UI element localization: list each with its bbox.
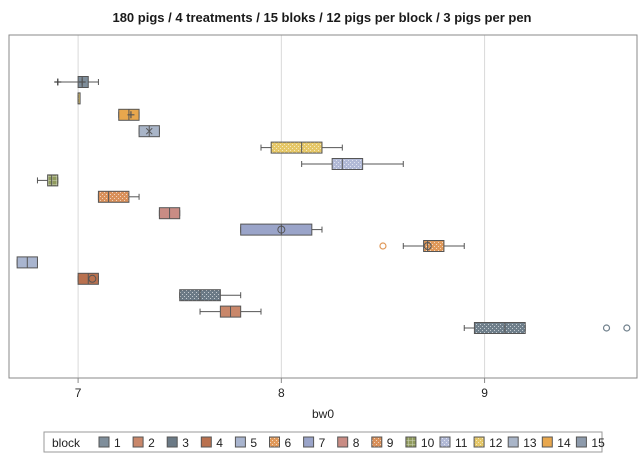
box-iqr bbox=[473, 322, 526, 334]
legend-label: 8 bbox=[353, 436, 360, 450]
x-axis: 7 8 9 bbox=[75, 378, 488, 400]
box-iqr bbox=[423, 240, 445, 252]
legend-swatch bbox=[405, 436, 417, 448]
x-axis-label: bw0 bbox=[312, 407, 334, 421]
mean-marker bbox=[423, 242, 432, 250]
legend-item-4: 4 bbox=[200, 436, 223, 450]
box-block-1 bbox=[463, 322, 631, 334]
box-block-11 bbox=[301, 158, 404, 170]
box-block-2 bbox=[199, 305, 262, 318]
legend-item-7: 7 bbox=[303, 436, 326, 450]
box-block-6 bbox=[379, 240, 465, 252]
box-block-4 bbox=[77, 272, 99, 285]
box-iqr bbox=[97, 190, 130, 203]
legend-item-13: 13 bbox=[507, 436, 537, 450]
legend-label: 3 bbox=[182, 436, 189, 450]
box-block-12 bbox=[77, 92, 81, 105]
box-block-7 bbox=[240, 223, 323, 236]
box-block-1 bbox=[54, 76, 99, 88]
legend-item-15: 15 bbox=[575, 436, 605, 450]
x-tick-label: 7 bbox=[75, 386, 82, 400]
legend-label: 4 bbox=[216, 436, 223, 450]
legend-item-6: 6 bbox=[269, 436, 292, 450]
outlier-point bbox=[602, 324, 611, 332]
mean-marker bbox=[277, 225, 286, 234]
box-iqr bbox=[331, 158, 364, 170]
legend-swatch bbox=[439, 436, 451, 448]
legend-item-8: 8 bbox=[337, 436, 360, 450]
mean-marker bbox=[145, 127, 153, 135]
box-block-9 bbox=[97, 190, 140, 203]
grid-lines bbox=[77, 35, 486, 378]
legend-swatch bbox=[507, 436, 519, 448]
box-block-3 bbox=[179, 289, 242, 302]
legend-label: 10 bbox=[421, 436, 435, 450]
chart-title: 180 pigs / 4 treatments / 15 bloks / 12 … bbox=[112, 10, 531, 25]
legend-swatch bbox=[269, 436, 280, 448]
legend-frame bbox=[43, 431, 603, 453]
outlier-point bbox=[379, 242, 387, 250]
x-tick-label: 9 bbox=[481, 386, 488, 400]
box-block-12 bbox=[260, 141, 343, 154]
plot-frame bbox=[8, 34, 638, 379]
legend-item-3: 3 bbox=[166, 436, 189, 450]
box-iqr bbox=[47, 174, 59, 187]
box-block-13 bbox=[138, 125, 160, 138]
legend-label: 7 bbox=[319, 436, 326, 450]
mean-marker bbox=[88, 274, 97, 283]
legend-label: 9 bbox=[387, 436, 394, 450]
box-block-10 bbox=[36, 174, 59, 187]
legend-label: 1 bbox=[114, 436, 121, 450]
box-block-14 bbox=[118, 108, 140, 121]
legend-item-11: 11 bbox=[439, 436, 468, 450]
x-tick-label: 8 bbox=[278, 386, 285, 400]
legend-swatch bbox=[200, 436, 212, 448]
legend-swatch bbox=[541, 436, 553, 448]
legend-label: 6 bbox=[285, 436, 292, 450]
legend-label: 2 bbox=[148, 436, 155, 450]
legend-item-12: 12 bbox=[473, 436, 503, 450]
legend-item-5: 5 bbox=[234, 436, 257, 450]
box-block-8 bbox=[158, 207, 181, 220]
legend-label: 13 bbox=[523, 436, 537, 450]
legend-swatch bbox=[303, 436, 315, 448]
outlier-point bbox=[54, 78, 62, 86]
legend-item-14: 14 bbox=[541, 436, 571, 450]
legend-item-1: 1 bbox=[98, 436, 121, 450]
legend-label: 14 bbox=[557, 436, 571, 450]
legend-title: block bbox=[52, 436, 81, 450]
legend-item-9: 9 bbox=[371, 436, 394, 450]
legend-item-10: 10 bbox=[405, 436, 435, 450]
mean-marker bbox=[127, 111, 135, 119]
legend: block 1 2 3 4 5 6 7 8 9 10 11 12 13 14 15 bbox=[43, 431, 605, 453]
legend-swatch bbox=[234, 436, 246, 448]
box-block-5 bbox=[16, 256, 38, 269]
legend-label: 15 bbox=[591, 436, 605, 450]
legend-swatch bbox=[575, 436, 587, 448]
box-iqr bbox=[270, 141, 323, 154]
legend-swatch bbox=[473, 436, 485, 448]
box-layer bbox=[16, 76, 631, 334]
box-iqr bbox=[240, 223, 313, 236]
legend-label: 11 bbox=[455, 436, 468, 450]
legend-swatch bbox=[132, 436, 144, 448]
legend-swatch bbox=[371, 436, 383, 448]
legend-label: 5 bbox=[250, 436, 257, 450]
legend-swatch bbox=[337, 436, 349, 448]
outlier-point bbox=[623, 324, 631, 332]
legend-swatch bbox=[166, 436, 178, 448]
legend-swatch bbox=[98, 436, 110, 448]
legend-item-2: 2 bbox=[132, 436, 155, 450]
mean-marker bbox=[78, 78, 86, 86]
legend-label: 12 bbox=[489, 436, 503, 450]
